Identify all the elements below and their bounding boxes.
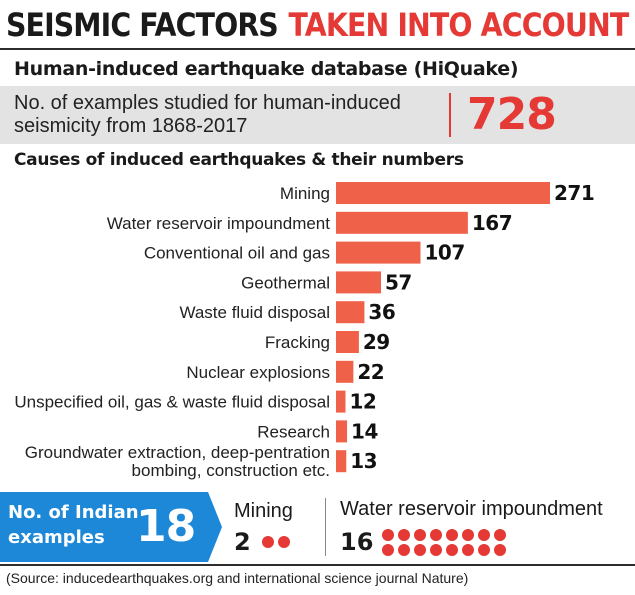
mining-label: Mining	[234, 500, 293, 522]
count-dot	[494, 544, 506, 556]
count-dot	[262, 536, 274, 548]
bar-value-label: 13	[350, 449, 377, 473]
indian-label-line1: No. of Indian	[8, 502, 139, 523]
count-dot	[462, 529, 474, 541]
headline-part1: SEISMIC FACTORS	[6, 6, 279, 44]
summary-band	[0, 86, 635, 144]
cell-divider	[325, 498, 326, 556]
count-dot	[478, 529, 490, 541]
indian-count: 18	[136, 501, 196, 552]
chart-title: Causes of induced earthquakes & their nu…	[14, 150, 464, 170]
count-dot	[430, 529, 442, 541]
indian-label: No. of Indian examples	[8, 500, 139, 550]
count-dot	[278, 536, 290, 548]
bar-value-label: 36	[368, 300, 395, 324]
count-dot	[462, 544, 474, 556]
category-label: Groundwater extraction, deep-pentration	[25, 443, 330, 462]
bar-value-label: 167	[472, 211, 512, 235]
bar	[336, 390, 346, 413]
bar-value-label: 22	[357, 360, 384, 384]
category-label: Geothermal	[241, 273, 330, 292]
water-label: Water reservoir impoundment	[340, 498, 603, 520]
footer-rule	[0, 564, 635, 566]
source-note: (Source: inducedearthquakes.org and inte…	[6, 570, 469, 586]
count-dot	[398, 529, 410, 541]
count-dot	[494, 529, 506, 541]
water-count: 16	[340, 528, 374, 556]
bar-value-label: 271	[554, 181, 594, 205]
bar-value-label: 29	[363, 330, 390, 354]
count-dot	[398, 544, 410, 556]
category-label: Conventional oil and gas	[144, 244, 330, 263]
summary-line1: No. of examples studied for human-induce…	[14, 92, 401, 114]
total-count: 728	[467, 89, 557, 140]
count-dot	[414, 544, 426, 556]
mining-count: 2	[234, 528, 251, 556]
water-dots	[382, 529, 514, 556]
causes-bar-chart: 271 Mining 167 Water reservoir impoundment 1…	[14, 181, 594, 480]
category-label: Water reservoir impoundment	[107, 214, 331, 233]
summary-line2: seismicity from 1868-2017	[14, 115, 248, 137]
bar	[336, 211, 468, 234]
headline: SEISMIC FACTORS TAKEN INTO ACCOUNT	[6, 3, 629, 47]
category-label: Nuclear explosions	[186, 363, 330, 382]
arrow-shape	[208, 492, 222, 562]
count-dot	[382, 529, 394, 541]
bar-value-label: 14	[351, 419, 378, 443]
count-dot	[446, 544, 458, 556]
indian-examples-panel: No. of Indian examples 18 Mining 2 Water…	[0, 492, 635, 562]
category-label: Mining	[280, 184, 330, 203]
bar-value-label: 107	[424, 241, 464, 265]
bar	[336, 331, 359, 353]
bar	[336, 301, 365, 324]
subtitle: Human-induced earthquake database (HiQua…	[14, 58, 519, 80]
indian-label-line2: examples	[8, 527, 105, 548]
count-dot	[430, 544, 442, 556]
bar	[336, 271, 382, 294]
bar	[336, 420, 348, 443]
bar	[336, 241, 421, 264]
bar-value-label: 12	[349, 390, 376, 414]
mining-dots	[262, 536, 302, 548]
indian-count-box	[0, 492, 208, 562]
count-dot	[446, 529, 458, 541]
bar	[336, 450, 347, 473]
summary-divider	[449, 93, 451, 137]
category-label: Waste fluid disposal	[179, 303, 330, 322]
bar	[336, 360, 354, 383]
bar-value-label: 57	[385, 270, 412, 294]
header-rule	[0, 48, 635, 50]
category-label: Research	[257, 422, 330, 441]
category-label: bombing, construction etc.	[132, 461, 330, 480]
count-dot	[382, 544, 394, 556]
count-dot	[478, 544, 490, 556]
category-label: Unspecified oil, gas & waste fluid dispo…	[14, 393, 330, 412]
count-dot	[414, 529, 426, 541]
summary-text: No. of examples studied for human-induce…	[14, 92, 401, 138]
category-label: Fracking	[265, 333, 330, 352]
bar	[336, 182, 550, 204]
headline-part2: TAKEN INTO ACCOUNT	[288, 6, 630, 44]
